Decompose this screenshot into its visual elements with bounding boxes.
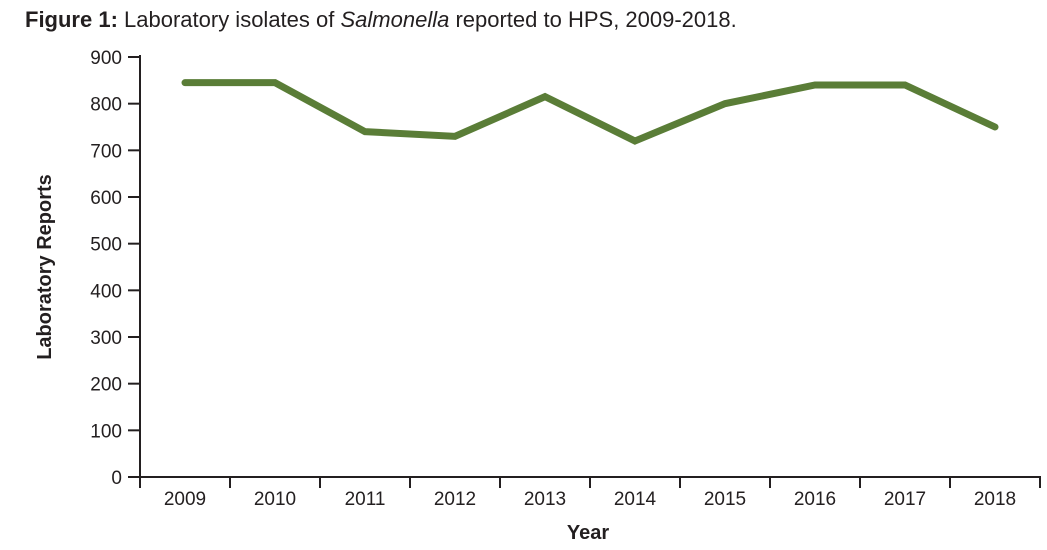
x-tick-label: 2009 <box>164 489 206 510</box>
y-tick-label: 500 <box>90 235 122 256</box>
y-tick-label: 100 <box>90 421 122 442</box>
y-tick-label: 700 <box>90 141 122 162</box>
x-tick-label: 2013 <box>524 489 566 510</box>
y-tick-label: 400 <box>90 281 122 302</box>
y-tick-label: 600 <box>90 188 122 209</box>
x-tick-label: 2016 <box>794 489 836 510</box>
figure-number-label: Figure 1: <box>25 7 118 32</box>
y-tick-label: 200 <box>90 375 122 396</box>
caption-text-after: reported to HPS, 2009-2018. <box>449 7 737 32</box>
y-tick-label: 800 <box>90 95 122 116</box>
data-line <box>181 79 999 145</box>
y-tick-label: 900 <box>90 48 122 69</box>
x-tick-label: 2011 <box>345 489 386 510</box>
x-tick-label: 2017 <box>884 489 926 510</box>
caption-text-before: Laboratory isolates of <box>117 7 341 32</box>
x-axis-title: Year <box>566 522 610 544</box>
y-tick-label: 300 <box>90 328 122 349</box>
figure-caption: Figure 1: Laboratory isolates of Salmone… <box>25 6 737 34</box>
x-tick-label: 2018 <box>974 489 1016 510</box>
x-tick-label: 2015 <box>704 489 746 510</box>
x-tick-label: 2010 <box>254 489 296 510</box>
x-tick-label: 2014 <box>614 489 657 510</box>
x-tick-label: 2012 <box>434 489 476 510</box>
y-tick-label: 0 <box>111 468 122 489</box>
caption-italic-term: Salmonella <box>340 7 450 32</box>
